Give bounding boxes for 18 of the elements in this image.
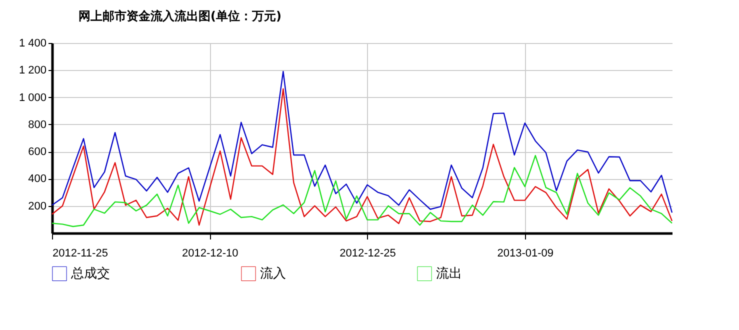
y-tick-label: 800 [28,118,46,131]
line-series [51,88,673,226]
y-tick-label: 600 [28,146,46,158]
x-tick-label: 2013-01-09 [497,248,554,260]
x-tick-label: 2012-12-25 [340,248,396,260]
legend-label: 流入 [260,266,286,282]
y-tick-label: 200 [28,200,46,212]
chart-title: 网上邮市资金流入流出图(单位：万元) [78,9,282,23]
y-tick-label: 1 000 [18,92,46,104]
y-tick-label: 400 [28,173,46,186]
x-tick-label: 2012-11-25 [52,248,108,260]
y-tick-label: 1 200 [18,64,46,77]
legend-label: 总成交 [70,266,110,282]
legend-label: 流出 [436,266,462,282]
line-series [51,70,673,214]
x-tick-label: 2012-12-10 [182,248,238,260]
y-tick-label: 1 400 [18,38,46,50]
line-series [51,154,673,228]
